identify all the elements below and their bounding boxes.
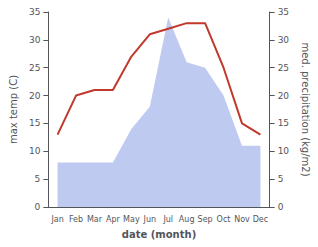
svg-text:Dec: Dec xyxy=(253,215,268,224)
svg-text:35: 35 xyxy=(278,7,289,17)
svg-text:0: 0 xyxy=(35,202,41,212)
svg-text:5: 5 xyxy=(278,174,284,184)
svg-text:30: 30 xyxy=(278,35,290,45)
svg-text:max temp (C): max temp (C) xyxy=(8,75,19,144)
svg-text:Jun: Jun xyxy=(143,215,157,224)
svg-text:25: 25 xyxy=(278,63,289,73)
svg-text:15: 15 xyxy=(278,118,289,128)
svg-text:30: 30 xyxy=(29,35,41,45)
svg-text:Oct: Oct xyxy=(217,215,231,224)
svg-text:Sep: Sep xyxy=(198,215,213,224)
svg-text:25: 25 xyxy=(29,63,40,73)
svg-text:Jan: Jan xyxy=(50,215,63,224)
svg-text:Apr: Apr xyxy=(106,215,121,224)
svg-text:10: 10 xyxy=(278,146,290,156)
svg-text:35: 35 xyxy=(29,7,40,17)
svg-text:Feb: Feb xyxy=(69,215,83,224)
svg-text:20: 20 xyxy=(29,91,41,101)
svg-text:date (month): date (month) xyxy=(122,229,196,240)
svg-text:May: May xyxy=(123,215,140,224)
svg-text:20: 20 xyxy=(278,91,290,101)
svg-text:10: 10 xyxy=(29,146,41,156)
svg-text:5: 5 xyxy=(35,174,41,184)
svg-text:Aug: Aug xyxy=(179,215,195,224)
svg-text:Jul: Jul xyxy=(162,215,173,224)
svg-text:0: 0 xyxy=(278,202,284,212)
svg-text:15: 15 xyxy=(29,118,40,128)
svg-text:med. precipitation (kg/m2): med. precipitation (kg/m2) xyxy=(300,42,311,176)
svg-text:Nov: Nov xyxy=(234,215,250,224)
svg-text:Mar: Mar xyxy=(87,215,103,224)
